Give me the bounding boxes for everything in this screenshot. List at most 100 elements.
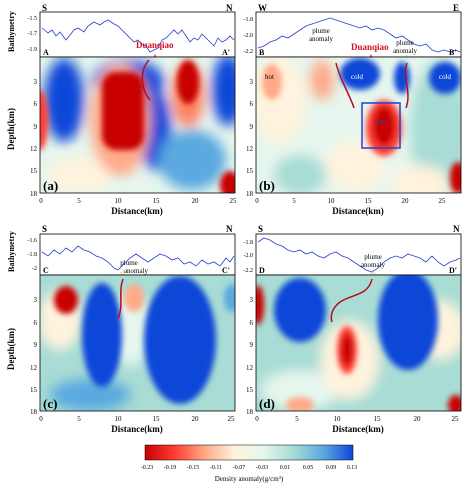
direction-right-d: N <box>453 224 460 234</box>
annotation-duanqiao-a: Duanqiao <box>136 40 174 50</box>
distance-tick-d-5: 25 <box>452 415 460 423</box>
bathymetry-tick-c-2: -2 <box>32 266 37 272</box>
depth-tick-a-2: 9 <box>34 123 38 131</box>
bathymetry-tick-d-2: -2.2 <box>244 268 254 274</box>
depth-tick-d-2: 9 <box>250 341 254 349</box>
bathymetry-frame-d <box>255 233 462 276</box>
plume-path-c <box>117 278 124 319</box>
profile-point-right-c: C' <box>222 266 230 275</box>
distance-tick-a-1: 5 <box>77 197 81 205</box>
bathymetry-tick-b-0: -1.8 <box>244 17 254 23</box>
colorbar-tick-2: -0.15 <box>187 465 200 471</box>
profile-point-left-c: C <box>43 266 49 275</box>
direction-left-a: S <box>42 3 47 13</box>
colorbar-tick-3: -0.11 <box>210 465 222 471</box>
distance-xlabel-a: Distance(km) <box>111 206 163 216</box>
depth-tick-b-2: 9 <box>250 123 254 131</box>
panel-c: S N Bathymetry -1.6 -1.8 -2 plume anomal… <box>6 224 236 434</box>
direction-right-c: N <box>226 224 233 234</box>
density-field-a <box>40 57 235 193</box>
depth-tick-a-0: 3 <box>34 78 38 86</box>
density-field-c <box>40 276 235 411</box>
annotation-amc-b: AMC <box>374 120 388 126</box>
depth-tick-b-1: 6 <box>250 100 254 108</box>
panel-a: S N Bathymetry -1.5 -1.7 -1.9 Duanqiao ★… <box>6 3 238 216</box>
depth-tick-b-3: 12 <box>246 145 254 153</box>
panel-d: S N -1.8 -2.0 -2.2 plume anomaly ☆ D D' <box>244 224 462 434</box>
depth-tick-b-0: 3 <box>250 78 254 86</box>
star-icon-d: ☆ <box>369 269 377 279</box>
distance-tick-d-0: 0 <box>255 415 259 423</box>
distance-tick-b-5: 25 <box>439 197 447 205</box>
distance-tick-b-4: 20 <box>402 197 410 205</box>
colorbar-tick-0: -0.23 <box>141 465 154 471</box>
colorbar-gradient <box>144 444 354 461</box>
bathymetry-line-c <box>41 245 235 271</box>
star-icon-c: ☆ <box>119 268 127 278</box>
annotation-anomaly-b-0: anomaly <box>309 35 334 43</box>
annotation-cold-b-1: cold <box>439 73 452 81</box>
colorbar-tick-6: 0.01 <box>280 465 291 471</box>
amc-box <box>361 102 401 149</box>
direction-left-c: S <box>42 224 47 234</box>
distance-tick-b-3: 15 <box>365 197 373 205</box>
profile-point-right-a: A' <box>222 48 230 57</box>
bathymetry-frame-a <box>39 11 236 58</box>
distance-xlabel-d: Distance(km) <box>332 424 384 434</box>
profile-point-right-d: D' <box>449 266 457 275</box>
profile-point-left-d: D <box>259 266 265 275</box>
distance-tick-c-0: 0 <box>39 415 43 423</box>
panel-label-c: (c) <box>43 396 57 411</box>
annotation-hot-b: hot <box>265 73 274 81</box>
profile-point-left-a: A <box>43 48 49 57</box>
bathymetry-tick-a-2: -1.9 <box>28 47 38 53</box>
distance-tick-c-1: 5 <box>77 415 81 423</box>
colorbar-title: Density anomaly(g/cm³) <box>215 475 284 483</box>
depth-tick-d-4: 15 <box>246 386 254 394</box>
annotation-anomaly-d: anomaly <box>361 261 386 269</box>
direction-right-b: E <box>453 3 459 13</box>
distance-tick-b-0: 0 <box>255 197 259 205</box>
depth-tick-d-3: 12 <box>246 364 254 372</box>
plume-path-b-0 <box>335 62 355 109</box>
depth-ylabel-a: Depth(km) <box>6 108 16 150</box>
annotation-plume-b-0: plume <box>312 27 330 35</box>
depth-tick-a-3: 12 <box>30 145 38 153</box>
distance-tick-d-3: 15 <box>374 415 382 423</box>
bathymetry-ylabel-a: Bathymetry <box>7 11 16 52</box>
depth-tick-a-1: 6 <box>34 100 38 108</box>
profile-point-left-b: B <box>259 48 265 57</box>
depth-tick-c-2: 9 <box>34 341 38 349</box>
depth-tick-d-0: 3 <box>250 296 254 304</box>
distance-xlabel-b: Distance(km) <box>332 206 384 216</box>
distance-tick-d-1: 5 <box>295 415 299 423</box>
distance-tick-a-5: 25 <box>230 197 238 205</box>
colorbar-tick-8: 0.09 <box>326 465 337 471</box>
density-field-d <box>256 275 461 411</box>
colorbar-tick-7: 0.05 <box>303 465 314 471</box>
depth-tick-a-5: 18 <box>30 190 38 198</box>
distance-tick-a-3: 15 <box>153 197 161 205</box>
density-frame-a <box>39 56 236 194</box>
distance-tick-c-3: 15 <box>153 415 161 423</box>
colorbar: -0.23 -0.19 -0.15 -0.11 -0.07 -0.03 0.01… <box>141 444 357 483</box>
distance-xlabel-c: Distance(km) <box>111 424 163 434</box>
bathymetry-tick-a-1: -1.7 <box>28 31 38 37</box>
colorbar-tick-1: -0.19 <box>164 465 177 471</box>
depth-tick-d-5: 18 <box>246 408 254 416</box>
direction-left-b: W <box>258 3 267 13</box>
depth-tick-d-1: 6 <box>250 319 254 327</box>
distance-tick-c-2: 10 <box>115 415 123 423</box>
panel-b: W E -1.8 -2.0 -2.2 plume anomaly Duanqia… <box>244 3 462 216</box>
depth-tick-c-5: 18 <box>30 408 38 416</box>
density-frame-b <box>255 56 462 194</box>
distance-tick-a-0: 0 <box>39 197 43 205</box>
distance-tick-c-4: 20 <box>192 415 200 423</box>
annotation-cold-b-0: cold <box>351 73 364 81</box>
annotation-anomaly-b-1: anomaly <box>393 47 418 55</box>
distance-tick-b-2: 10 <box>328 197 336 205</box>
density-frame-d <box>255 274 462 412</box>
density-frame-c <box>39 274 236 412</box>
